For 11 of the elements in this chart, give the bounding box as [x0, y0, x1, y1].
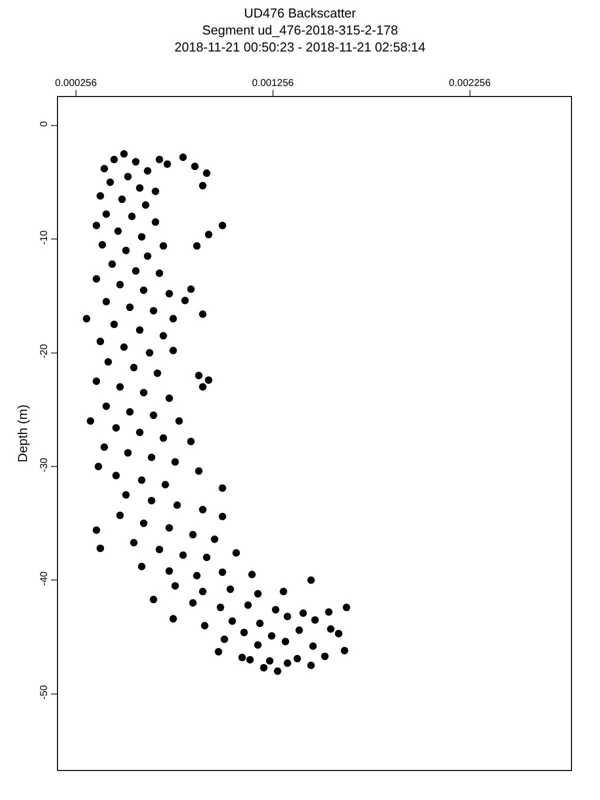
y-axis-title: Depth (m) — [14, 404, 30, 462]
y-tick-label: 0 — [39, 120, 50, 127]
y-tick-label: -50 — [39, 684, 50, 700]
x-tick-label: 0.001256 — [252, 78, 294, 89]
y-tick-label: -10 — [39, 230, 50, 245]
y-tick-label: -40 — [39, 570, 50, 586]
x-tick-label: 0.000256 — [55, 78, 98, 89]
chart-title: UD476 Backscatter Segment ud_476-2018-315-2-178 2018-11-21 00:50:23 - 2018-11-21 02:58:14 — [174, 6, 426, 54]
y-tick-label: -30 — [39, 457, 50, 472]
y-tick-label: -20 — [39, 344, 50, 359]
x-tick-label: 0.002256 — [448, 78, 492, 89]
